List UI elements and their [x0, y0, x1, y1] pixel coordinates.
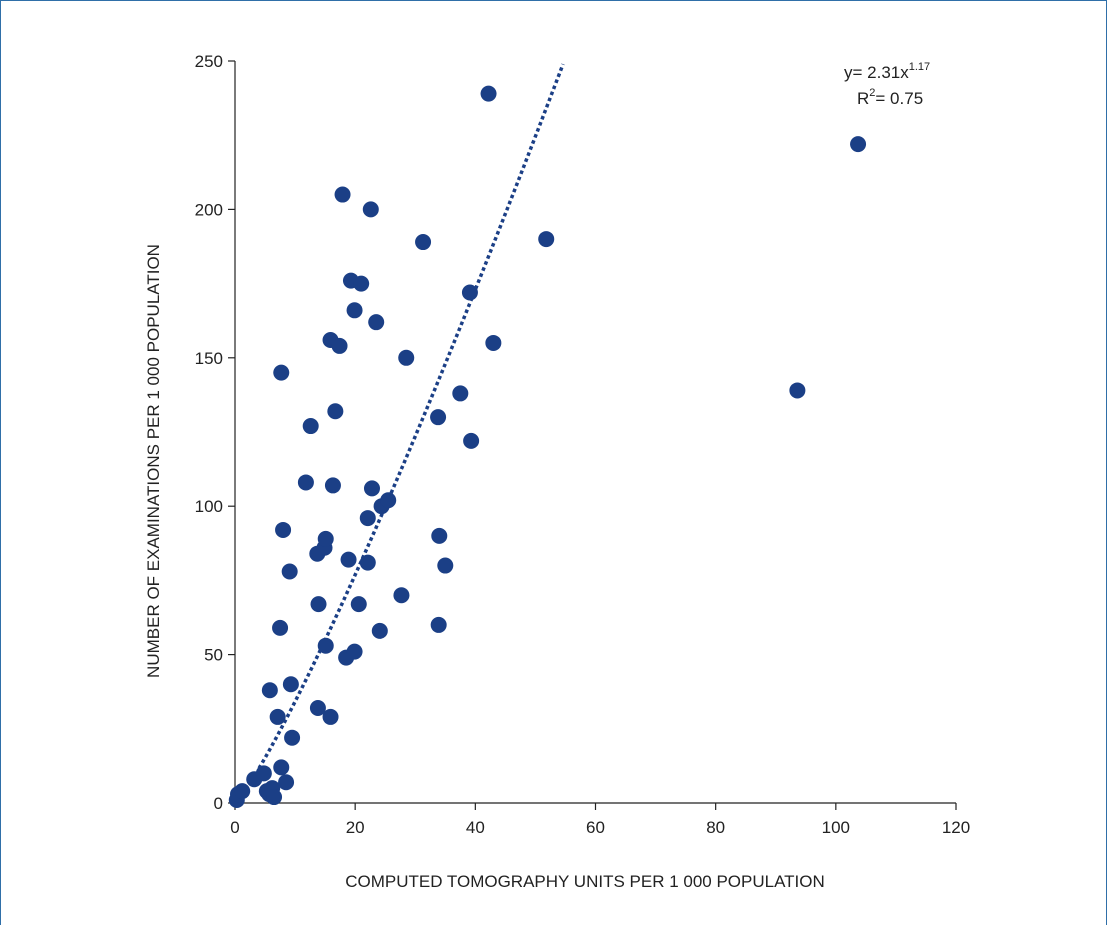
- x-tick-label: 60: [586, 818, 605, 837]
- trendline: [257, 63, 565, 770]
- data-point: [380, 492, 397, 509]
- data-point: [322, 708, 339, 725]
- data-point: [309, 700, 326, 717]
- data-point: [266, 789, 283, 806]
- data-point: [368, 314, 385, 331]
- equation-prefix: y= 2.31x: [844, 63, 909, 82]
- data-point: [371, 622, 388, 639]
- data-point: [310, 596, 327, 613]
- data-point: [284, 729, 301, 746]
- data-point: [278, 774, 295, 791]
- r-squared: R2= 0.75: [857, 87, 923, 108]
- data-point: [461, 284, 478, 301]
- equation-exponent: 1.17: [909, 61, 930, 73]
- data-point: [393, 587, 410, 604]
- data-point: [463, 432, 480, 449]
- data-point: [415, 234, 432, 251]
- y-axis: 0 50 100 150 200 250: [195, 52, 236, 813]
- data-point: [452, 385, 469, 402]
- data-point: [282, 676, 299, 693]
- y-axis-label: NUMBER OF EXAMINATIONS PER 1 000 POPULAT…: [144, 244, 163, 678]
- data-points: [228, 85, 867, 809]
- data-point: [261, 682, 278, 699]
- data-point: [346, 643, 363, 660]
- data-point: [327, 403, 344, 420]
- data-point: [269, 708, 286, 725]
- x-tick-label: 20: [346, 818, 365, 837]
- data-point: [485, 334, 502, 351]
- x-axis-label: COMPUTED TOMOGRAPHY UNITS PER 1 000 POPU…: [345, 872, 825, 891]
- data-point: [437, 557, 454, 574]
- data-point: [275, 521, 292, 538]
- data-point: [255, 765, 272, 782]
- x-tick-label: 0: [230, 818, 239, 837]
- data-point: [359, 554, 376, 571]
- data-point: [538, 231, 555, 248]
- r2-prefix: R: [857, 89, 869, 108]
- y-tick-label: 150: [195, 349, 223, 368]
- data-point: [431, 527, 448, 544]
- data-point: [340, 551, 357, 568]
- r2-suffix: = 0.75: [875, 89, 923, 108]
- x-axis: 0 20 40 60 80 100 120: [230, 802, 970, 837]
- x-tick-label: 40: [466, 818, 485, 837]
- x-tick-label: 120: [942, 818, 970, 837]
- x-tick-label: 80: [706, 818, 725, 837]
- data-point: [398, 349, 415, 366]
- r2-exponent: 2: [869, 87, 875, 99]
- data-point: [353, 275, 370, 292]
- data-point: [281, 563, 298, 580]
- data-point: [480, 85, 497, 102]
- trendline-group: [257, 63, 565, 770]
- data-point: [362, 201, 379, 218]
- data-point: [363, 480, 380, 497]
- y-tick-label: 100: [195, 497, 223, 516]
- data-point: [334, 186, 351, 203]
- data-point: [789, 382, 806, 399]
- x-tick-label: 100: [822, 818, 850, 837]
- trendline-equation: y= 2.31x1.17: [844, 61, 930, 82]
- data-point: [346, 302, 363, 319]
- data-point: [272, 619, 289, 636]
- data-point: [317, 530, 334, 547]
- data-point: [350, 596, 367, 613]
- data-point: [850, 136, 867, 153]
- data-point: [273, 759, 290, 776]
- y-tick-label: 50: [204, 646, 223, 665]
- y-tick-label: 0: [214, 794, 223, 813]
- y-tick-label: 250: [195, 52, 223, 71]
- data-point: [297, 474, 314, 491]
- data-point: [317, 637, 334, 654]
- data-point: [430, 409, 447, 426]
- data-point: [359, 510, 376, 527]
- data-point: [324, 477, 341, 494]
- data-point: [273, 364, 290, 381]
- data-point: [302, 418, 319, 435]
- data-point: [331, 337, 348, 354]
- data-point: [430, 616, 447, 633]
- y-tick-label: 200: [195, 200, 223, 219]
- data-point: [234, 783, 251, 800]
